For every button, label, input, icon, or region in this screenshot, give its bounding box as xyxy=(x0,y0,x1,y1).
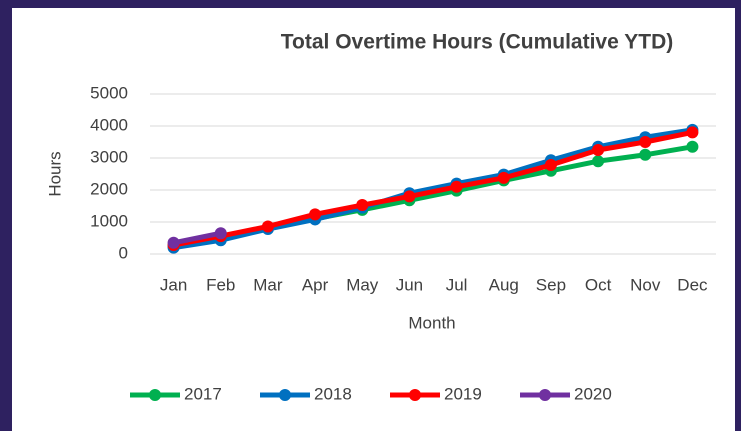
x-tick-label: Feb xyxy=(206,275,235,294)
data-point xyxy=(356,199,369,212)
y-tick-label: 5000 xyxy=(90,83,128,102)
x-tick-label: Dec xyxy=(677,275,708,294)
x-tick-label: Jan xyxy=(160,275,187,294)
legend-label: 2019 xyxy=(444,384,482,403)
x-tick-label: Aug xyxy=(489,275,519,294)
legend-label: 2018 xyxy=(314,384,352,403)
data-point xyxy=(592,144,605,156)
x-tick-label: Apr xyxy=(302,275,329,294)
legend-marker xyxy=(149,389,161,401)
data-point xyxy=(403,190,416,203)
x-axis-label: Month xyxy=(408,313,455,332)
series-line xyxy=(173,127,693,251)
data-point xyxy=(309,208,322,221)
data-point xyxy=(544,159,557,172)
data-point xyxy=(639,136,652,148)
data-point xyxy=(497,171,510,184)
legend-marker xyxy=(279,389,291,401)
data-point xyxy=(450,180,463,193)
data-point xyxy=(592,155,605,168)
y-axis-label: Hours xyxy=(45,151,64,196)
y-tick-label: 2000 xyxy=(90,179,128,198)
legend-marker xyxy=(539,389,551,401)
x-tick-label: Nov xyxy=(630,275,661,294)
data-point xyxy=(261,220,274,233)
y-tick-label: 1000 xyxy=(90,211,128,230)
x-tick-label: Jul xyxy=(446,275,468,294)
chart-panel xyxy=(12,8,735,431)
data-point xyxy=(639,148,652,161)
x-tick-label: Mar xyxy=(253,275,283,294)
legend-label: 2020 xyxy=(574,384,612,403)
x-tick-label: Sep xyxy=(536,275,566,294)
legend-marker xyxy=(409,389,421,401)
y-tick-label: 4000 xyxy=(90,115,128,134)
legend-label: 2017 xyxy=(184,384,222,403)
y-tick-label: 3000 xyxy=(90,147,128,166)
x-tick-label: Oct xyxy=(585,275,612,294)
series-line xyxy=(173,230,222,246)
data-point xyxy=(167,236,180,249)
series-line xyxy=(173,129,693,248)
y-tick-label: 0 xyxy=(119,243,128,262)
x-tick-label: Jun xyxy=(396,275,423,294)
data-point xyxy=(686,140,699,153)
data-point xyxy=(214,227,227,240)
x-tick-label: May xyxy=(346,275,379,294)
data-point xyxy=(686,126,699,139)
chart-title: Total Overtime Hours (Cumulative YTD) xyxy=(281,31,673,54)
